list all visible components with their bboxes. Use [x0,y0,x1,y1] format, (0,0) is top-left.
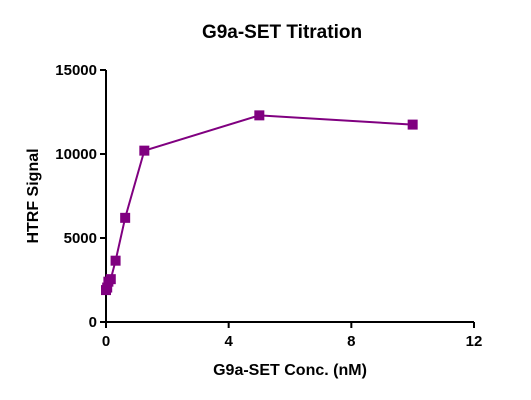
x-tick-label: 0 [102,333,110,350]
y-axis-label: HTRF Signal [25,148,42,243]
y-tick-label: 15000 [55,62,97,79]
data-point [110,255,121,266]
data-point [254,110,265,121]
series-layer [101,110,418,296]
series-line [105,114,413,291]
y-tick-label: 5000 [64,230,97,247]
data-point [120,212,131,223]
x-tick-label: 4 [224,333,233,350]
x-ticks: 0 4 8 12 [102,322,483,350]
x-tick-label: 12 [466,333,483,350]
data-point [105,274,116,285]
x-axis-label: G9a-SET Conc. (nM) [213,362,367,379]
y-ticks: 0 5000 10000 15000 [55,62,106,331]
y-tick-label: 10000 [55,146,97,163]
y-tick-label: 0 [89,314,97,331]
data-point [102,282,113,293]
data-point [407,119,418,130]
x-tick-label: 8 [347,333,355,350]
data-point [139,145,150,156]
chart-title: G9a-SET Titration [202,22,362,43]
